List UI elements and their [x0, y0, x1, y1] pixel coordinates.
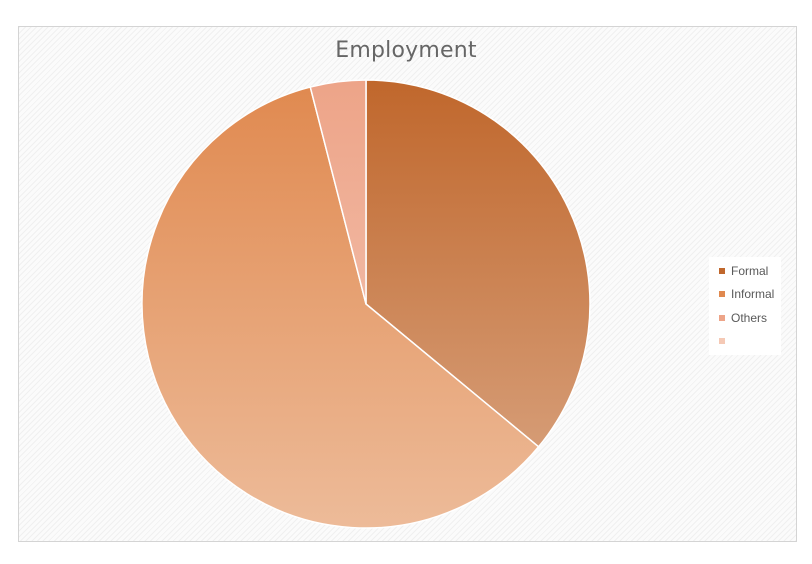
legend-item-informal: Informal: [709, 283, 781, 307]
pie-slice-formal: [365, 79, 591, 448]
legend-item-formal: Formal: [709, 259, 781, 283]
legend-swatch: [719, 267, 725, 274]
legend-label: Formal: [731, 263, 769, 278]
legend-swatch: [719, 314, 725, 321]
pie-slice-informal: [141, 86, 540, 529]
legend-label: Others: [731, 310, 768, 325]
chart-title: Employment: [335, 38, 477, 63]
legend-swatch: [719, 338, 725, 345]
legend-label: Informal: [731, 287, 775, 302]
legend-item-unlabeled: [709, 330, 781, 354]
pie-slice-others: [309, 79, 367, 305]
legend-item-others: Others: [709, 306, 781, 330]
legend-swatch: [719, 291, 725, 298]
legend: Formal Informal Others: [709, 257, 781, 355]
